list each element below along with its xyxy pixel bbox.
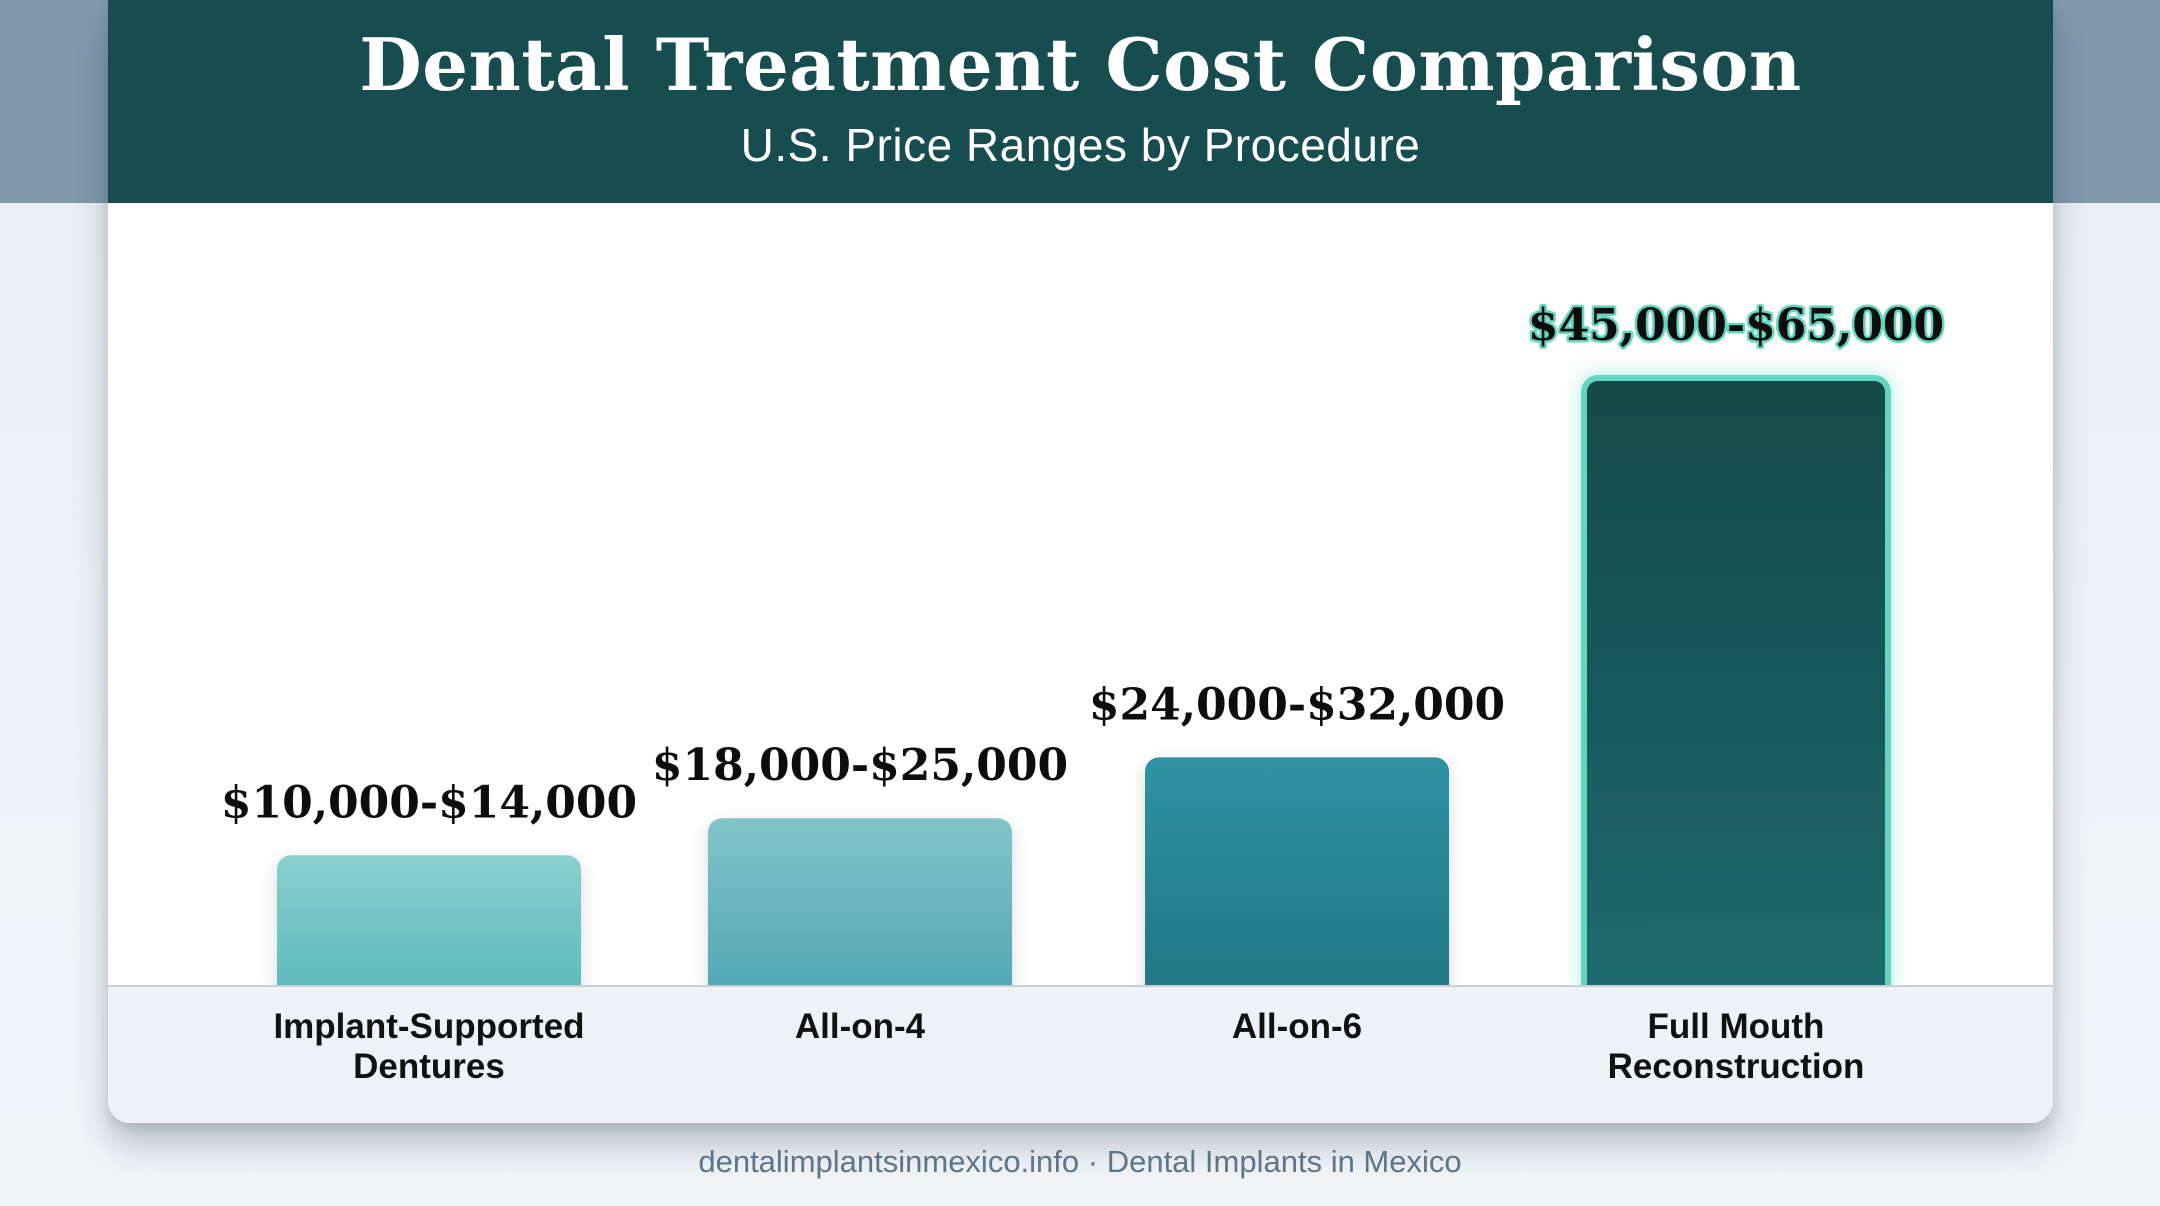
- category-label-3: All-on-6: [1232, 1007, 1362, 1046]
- value-label-2: $18,000-$25,000: [652, 740, 1068, 791]
- category-label-line: All-on-6: [1232, 1007, 1362, 1046]
- category-label-1: Implant-Supported Dentures: [273, 1007, 584, 1086]
- category-label-4: Full Mouth Reconstruction: [1608, 1007, 1865, 1086]
- value-label-3: $24,000-$32,000: [1089, 679, 1505, 730]
- chart-card: Dental Treatment Cost Comparison U.S. Pr…: [108, 0, 2053, 1123]
- bar-2: [708, 818, 1012, 1000]
- category-label-line: All-on-4: [795, 1007, 926, 1046]
- category-label-line: Dentures: [353, 1047, 505, 1086]
- bars-layer: [108, 375, 2053, 1123]
- category-label-2: All-on-4: [795, 1007, 926, 1046]
- bar-chart: $10,000-$14,000 $18,000-$25,000 $24,000-$3…: [108, 298, 2053, 1123]
- chart-title: Dental Treatment Cost Comparison: [359, 22, 1802, 107]
- category-label-line: Full Mouth: [1648, 1007, 1825, 1046]
- bar-4: [1581, 375, 1891, 1003]
- baseline-band: [108, 986, 2053, 1123]
- category-label-line: Implant-Supported: [273, 1007, 584, 1046]
- bar-3: [1145, 757, 1449, 1000]
- footer-source: dentalimplantsinmexico.info · Dental Imp…: [698, 1144, 1462, 1179]
- value-label-1: $10,000-$14,000: [221, 777, 637, 828]
- value-labels-layer: $10,000-$14,000 $18,000-$25,000 $24,000-$3…: [221, 298, 1947, 829]
- chart-subtitle: U.S. Price Ranges by Procedure: [740, 119, 1421, 171]
- category-label-line: Reconstruction: [1608, 1047, 1865, 1086]
- category-labels-layer: Implant-Supported Dentures All-on-4 All-on-…: [273, 1007, 1864, 1086]
- value-label-4: $45,000-$65,000: [1528, 300, 1944, 351]
- header-banner: Dental Treatment Cost Comparison U.S. Pr…: [108, 0, 2053, 203]
- bar-1: [277, 855, 581, 1000]
